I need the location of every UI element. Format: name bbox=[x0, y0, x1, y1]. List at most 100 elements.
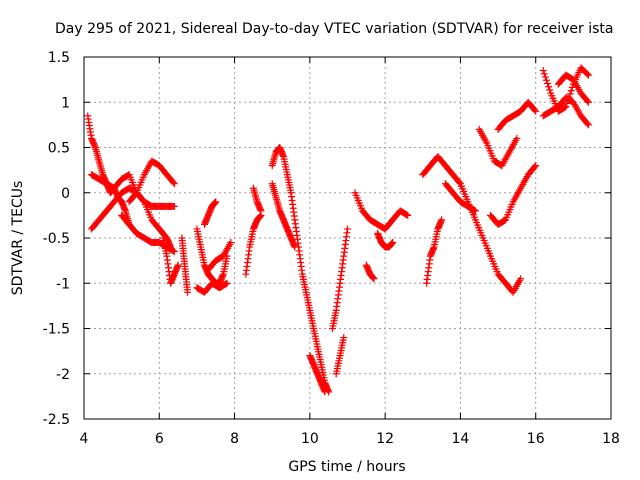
y-tick-label: 1.5 bbox=[48, 50, 70, 66]
series-arc-30 bbox=[554, 71, 592, 106]
series-arc-3 bbox=[88, 171, 175, 251]
data-point bbox=[170, 180, 178, 188]
data-point-interp bbox=[546, 86, 554, 94]
data-point bbox=[340, 334, 348, 342]
data-point bbox=[517, 275, 525, 283]
x-tick-label: 6 bbox=[155, 431, 164, 447]
data-point bbox=[174, 261, 182, 269]
data-point bbox=[532, 162, 540, 170]
data-point bbox=[223, 279, 231, 287]
data-point bbox=[584, 98, 592, 106]
data-point-interp bbox=[567, 87, 575, 95]
data-point bbox=[562, 103, 570, 111]
y-tick-label: -0.5 bbox=[43, 231, 70, 247]
data-point bbox=[471, 207, 479, 215]
y-axis-label: SDTVAR / TECUs bbox=[10, 181, 26, 296]
data-point-interp bbox=[542, 76, 550, 84]
tick-layer: 4 6 8 10 12 14 16 18 1.5 1 0.5 0 -0.5 -1 -1.5 -2 -2.5 bbox=[43, 50, 620, 447]
grid-layer bbox=[84, 57, 611, 419]
data-point bbox=[170, 248, 178, 256]
series-arc-12 bbox=[242, 211, 265, 278]
series-arc-18 bbox=[332, 334, 348, 378]
data-point-interp bbox=[455, 178, 463, 186]
series-arc-25 bbox=[475, 125, 521, 170]
series-arc-24 bbox=[441, 180, 479, 215]
x-tick-label: 4 bbox=[80, 431, 89, 447]
data-point-interp bbox=[132, 190, 140, 198]
series-arc-6 bbox=[159, 234, 182, 287]
data-point bbox=[291, 243, 299, 251]
series-arc-15 bbox=[268, 180, 299, 251]
data-point bbox=[539, 67, 547, 75]
x-tick-label: 18 bbox=[602, 431, 620, 447]
data-point-interp bbox=[531, 163, 539, 171]
data-point bbox=[513, 134, 521, 142]
x-tick-label: 14 bbox=[452, 431, 470, 447]
series-arc-9 bbox=[193, 279, 231, 296]
data-point-interp bbox=[169, 247, 177, 255]
x-tick-label: 8 bbox=[230, 431, 239, 447]
data-point-interp bbox=[222, 280, 230, 288]
series-arc-29 bbox=[539, 94, 592, 129]
series-arc-16 bbox=[306, 352, 329, 396]
data-point bbox=[321, 388, 329, 396]
series-arc-21 bbox=[374, 229, 397, 251]
data-point-interp bbox=[531, 106, 539, 114]
y-tick-label: -1.5 bbox=[43, 322, 70, 338]
x-tick-label: 10 bbox=[301, 431, 319, 447]
series-arc-20 bbox=[362, 261, 378, 283]
data-point bbox=[344, 225, 351, 233]
series-arc-26 bbox=[494, 98, 540, 133]
data-point bbox=[438, 216, 446, 224]
data-point-interp bbox=[583, 120, 591, 128]
data-point bbox=[257, 207, 265, 215]
series-arc-17 bbox=[328, 225, 351, 332]
data-point-interp bbox=[470, 206, 478, 214]
y-tick-label: -2.5 bbox=[43, 412, 70, 428]
series-arc-22 bbox=[419, 153, 525, 296]
data-point-interp bbox=[169, 178, 177, 186]
series-arc-7 bbox=[178, 234, 192, 296]
data-point bbox=[170, 202, 178, 210]
data-point-interp bbox=[561, 103, 569, 111]
data-point-interp bbox=[403, 211, 411, 219]
data-point bbox=[212, 198, 220, 206]
data-point-interp bbox=[544, 80, 552, 88]
data-point-interp bbox=[540, 70, 548, 78]
data-point bbox=[184, 288, 192, 296]
series-arc-14 bbox=[268, 144, 333, 396]
y-tick-label: 1 bbox=[61, 95, 70, 111]
data-point-interp bbox=[583, 70, 591, 78]
data-point bbox=[584, 71, 592, 79]
series-arc-10 bbox=[204, 239, 235, 274]
data-point bbox=[584, 121, 592, 129]
series-arc-19 bbox=[351, 189, 412, 233]
data-point-interp bbox=[541, 73, 549, 81]
series-arc-23 bbox=[423, 216, 446, 287]
data-point bbox=[532, 107, 540, 115]
x-tick-label: 16 bbox=[527, 431, 545, 447]
series-arc-13 bbox=[249, 184, 265, 215]
y-tick-label: 0.5 bbox=[48, 141, 70, 157]
data-point-interp bbox=[545, 83, 553, 91]
y-tick-label: -2 bbox=[56, 367, 70, 383]
points-layer bbox=[84, 64, 592, 396]
data-point-interp bbox=[566, 90, 574, 98]
data-point bbox=[404, 211, 412, 219]
data-point-interp bbox=[139, 197, 147, 205]
y-tick-label: -1 bbox=[56, 276, 70, 292]
y-tick-label: 0 bbox=[61, 186, 70, 202]
chart-title: Day 295 of 2021, Sidereal Day-to-day VTE… bbox=[55, 21, 613, 37]
data-point bbox=[370, 275, 378, 283]
data-point-interp bbox=[583, 97, 591, 105]
plot-frame bbox=[83, 56, 612, 420]
series-arc-4 bbox=[118, 211, 178, 256]
series-arc-27 bbox=[487, 162, 540, 228]
x-tick-label: 12 bbox=[376, 431, 394, 447]
series-arc-11 bbox=[200, 198, 220, 228]
series-arc-5 bbox=[125, 157, 178, 206]
x-axis-label: GPS time / hours bbox=[288, 459, 405, 475]
data-point bbox=[389, 239, 397, 247]
data-point bbox=[227, 239, 235, 247]
